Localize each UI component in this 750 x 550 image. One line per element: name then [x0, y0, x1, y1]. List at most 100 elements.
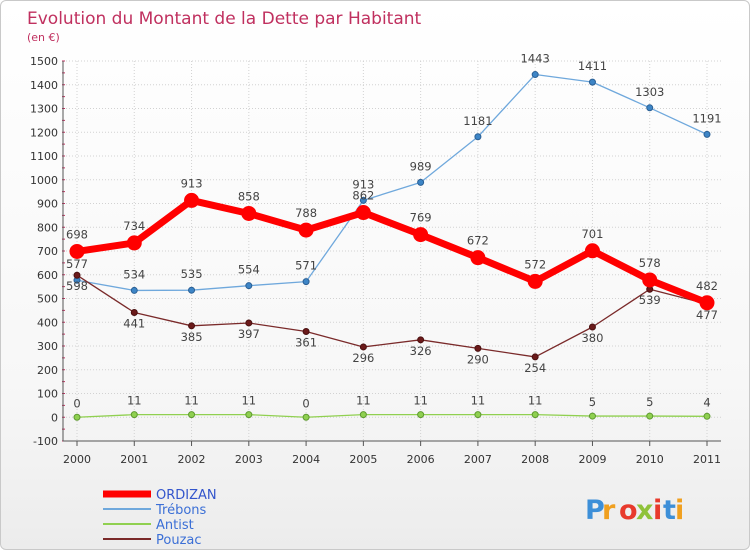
y-tick-label: 100: [37, 388, 58, 401]
data-label: 734: [123, 219, 145, 233]
data-point: [531, 71, 539, 79]
y-tick-label: 0: [51, 411, 58, 424]
data-label: 769: [410, 211, 432, 225]
logo-letter: i: [653, 495, 662, 526]
y-tick-label: 200: [37, 364, 58, 377]
legend-label: Antist: [156, 518, 194, 533]
series-line-1: [76, 73, 708, 292]
x-tick-label: 2002: [178, 453, 206, 466]
data-point: [188, 286, 196, 294]
data-label: 11: [356, 394, 371, 408]
data-point: [73, 413, 81, 421]
data-point: [642, 272, 658, 288]
data-label: 11: [241, 394, 256, 408]
data-label: 572: [524, 257, 546, 271]
data-point: [302, 328, 310, 336]
data-point: [413, 227, 429, 243]
data-label: 397: [238, 327, 260, 341]
logo-letter: r: [602, 495, 616, 526]
data-point: [359, 196, 367, 204]
data-point: [298, 222, 314, 238]
data-label: 1181: [463, 114, 492, 128]
data-point: [588, 412, 596, 420]
y-tick-label: 600: [37, 269, 58, 282]
y-tick-label: 1000: [30, 174, 58, 187]
data-label: 862: [352, 189, 374, 203]
legend-label: Pouzac: [156, 533, 202, 548]
proxiti-logo: Pr ox i t i: [585, 495, 684, 526]
chart-title: Evolution du Montant de la Dette par Hab…: [27, 9, 422, 29]
data-label: 0: [73, 396, 80, 410]
data-label: 254: [524, 361, 546, 375]
data-point: [588, 78, 596, 86]
data-point: [588, 323, 596, 331]
y-tick-label: 400: [37, 316, 58, 329]
x-tick-label: 2011: [693, 453, 721, 466]
data-point: [126, 235, 142, 251]
series-line-0: [73, 196, 711, 307]
data-label: 913: [181, 176, 203, 190]
data-label: 4: [703, 395, 710, 409]
legend-label: Trébons: [155, 503, 207, 518]
x-tick-label: 2004: [292, 453, 320, 466]
data-label: 598: [66, 279, 88, 293]
x-tick-label: 2001: [120, 453, 148, 466]
logo-letter: o: [619, 495, 638, 526]
data-point: [188, 322, 196, 330]
y-tick-label: 1500: [30, 55, 58, 68]
data-label: 11: [528, 394, 543, 408]
data-point: [130, 286, 138, 294]
data-point: [359, 343, 367, 351]
data-label: 701: [581, 227, 603, 241]
y-tick-label: -100: [33, 435, 58, 448]
x-tick-label: 2000: [63, 453, 91, 466]
data-point: [474, 133, 482, 141]
x-tick-label: 2005: [349, 453, 377, 466]
y-tick-label: 1300: [30, 103, 58, 116]
data-label: 578: [639, 256, 661, 270]
x-tick-label: 2008: [521, 453, 549, 466]
data-label: 380: [581, 331, 603, 345]
data-point: [417, 178, 425, 186]
x-tick-label: 2007: [464, 453, 492, 466]
data-point: [245, 282, 253, 290]
y-tick-label: 800: [37, 221, 58, 234]
data-point: [703, 130, 711, 138]
data-label: 326: [410, 344, 432, 358]
data-label: 11: [127, 394, 142, 408]
data-label: 554: [238, 263, 260, 277]
data-label: 698: [66, 227, 88, 241]
y-tick-label: 1100: [30, 150, 58, 163]
data-label: 11: [413, 394, 428, 408]
data-point: [130, 411, 138, 419]
data-point: [474, 411, 482, 419]
data-label: 5: [589, 395, 596, 409]
data-point: [73, 271, 81, 279]
data-label: 1303: [635, 85, 664, 99]
data-point: [527, 273, 543, 289]
data-point: [417, 336, 425, 344]
data-label: 535: [181, 267, 203, 281]
logo-letter: i: [675, 495, 684, 526]
data-point: [646, 104, 654, 112]
data-point: [417, 411, 425, 419]
logo-letter: t: [663, 495, 676, 526]
grid-layer: [63, 60, 721, 442]
series-line-2: [76, 413, 708, 418]
legend-label: ORDIZAN: [156, 488, 217, 503]
data-point: [245, 319, 253, 327]
data-label: 0: [302, 396, 309, 410]
data-point: [69, 243, 85, 259]
x-tick-label: 2009: [578, 453, 606, 466]
data-point: [302, 278, 310, 286]
data-point: [646, 412, 654, 420]
data-point: [130, 309, 138, 317]
data-label: 441: [123, 317, 145, 331]
data-point: [474, 344, 482, 352]
axis-layer: -100010020030040050060070080090010001100…: [30, 55, 721, 466]
data-label: 5: [646, 395, 653, 409]
y-tick-label: 500: [37, 293, 58, 306]
